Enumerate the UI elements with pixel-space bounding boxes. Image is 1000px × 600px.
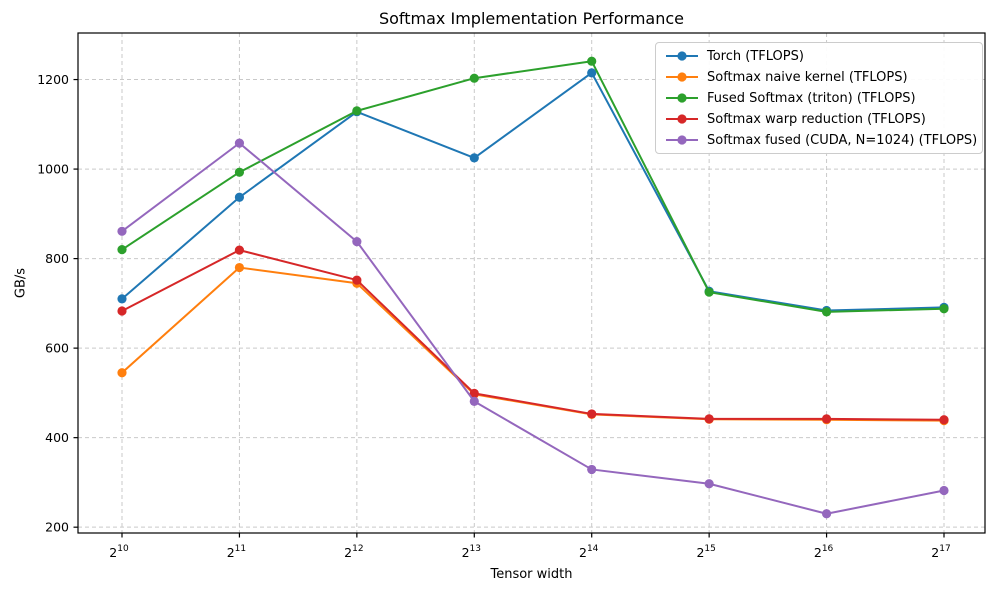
series-line [121,60,945,313]
data-point [469,388,479,398]
data-point [352,236,362,247]
y-tick-label: 600 [45,341,69,356]
data-point [234,192,245,202]
data-point [939,415,949,425]
legend: Torch (TFLOPS) Softmax naive kernel (TFLO… [655,42,983,154]
data-point [234,245,245,255]
legend-label: Softmax naive kernel (TFLOPS) [707,69,908,85]
data-point [821,307,832,317]
legend-label: Torch (TFLOPS) [707,48,804,64]
legend-label: Softmax fused (CUDA, N=1024) (TFLOPS) [707,132,978,148]
legend-marker-icon [666,51,698,61]
data-point [587,409,597,419]
data-point [587,56,597,66]
data-point [117,226,127,236]
x-tick-label: 210 [109,544,129,560]
series-line [121,266,945,422]
y-tick-label: 800 [45,251,69,266]
data-point [587,464,597,475]
legend-marker-icon [666,72,698,82]
legend-item: Fused Softmax (triton) (TFLOPS) [656,88,982,108]
data-point [469,153,479,163]
data-point [704,479,714,489]
data-point [117,368,127,378]
series-line [121,142,945,515]
legend-item: Softmax warp reduction (TFLOPS) [656,109,982,129]
data-point [117,294,127,304]
data-point [117,245,127,255]
legend-marker-icon [666,93,698,103]
legend-item: Softmax naive kernel (TFLOPS) [656,67,982,87]
data-point [939,304,949,314]
x-tick-label: 211 [227,544,246,560]
legend-label: Softmax warp reduction (TFLOPS) [707,111,926,127]
plot-border [77,32,986,534]
data-point [117,306,127,316]
data-point [587,68,597,78]
data-point [939,485,949,496]
x-tick-label: 213 [462,544,481,560]
data-point [352,106,362,116]
x-tick-label: 216 [814,544,834,560]
data-point [704,287,714,297]
data-point [234,138,245,148]
y-tick-label: 1000 [37,162,69,177]
legend-label: Fused Softmax (triton) (TFLOPS) [707,90,916,106]
y-tick-label: 200 [45,520,69,535]
y-tick-label: 400 [45,430,69,445]
x-axis-label: Tensor width [490,567,573,582]
legend-item: Torch (TFLOPS) [656,46,982,66]
legend-item: Softmax fused (CUDA, N=1024) (TFLOPS) [656,130,982,150]
data-point [234,262,245,273]
data-point [821,414,832,424]
data-point [469,73,479,83]
data-point [821,509,832,519]
data-point [234,167,245,177]
data-point [469,396,479,406]
data-point [704,414,714,424]
legend-marker-icon [666,135,698,145]
y-tick-label: 1200 [37,72,69,87]
series-line [121,71,945,312]
x-tick-label: 217 [931,544,950,560]
chart-title: Softmax Implementation Performance [378,9,685,28]
x-tick-label: 215 [696,544,715,560]
x-tick-label: 212 [344,544,363,560]
data-point [352,275,362,285]
series-line [121,249,945,421]
x-tick-label: 214 [579,544,599,560]
legend-marker-icon [666,114,698,124]
y-axis-label: GB/s [13,267,29,299]
